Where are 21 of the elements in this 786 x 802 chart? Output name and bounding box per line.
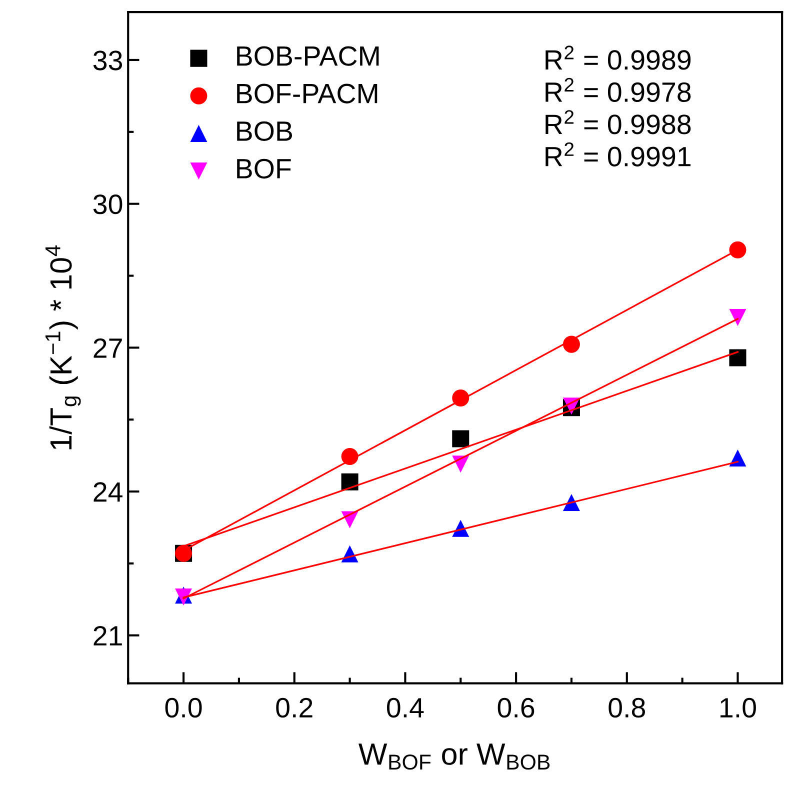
x-tick-label: 0.8	[608, 698, 645, 718]
legend-label: BOB	[237, 121, 292, 142]
annotation: R$^{2}$ = 0.9978	[546, 78, 691, 102]
annotation: R$^{2}$ = 0.9988	[546, 110, 691, 134]
x-tick-label: 0.4	[386, 698, 424, 718]
y-tick-label: 24	[94, 482, 122, 502]
legend-label: BOF	[237, 158, 291, 179]
legend-label: BOB-PACM	[237, 46, 379, 66]
y-tick-label: 30	[93, 194, 122, 214]
y-tick-label: 21	[94, 626, 122, 646]
x-tick-label: 1.0	[720, 698, 756, 718]
x-tick-label: 0.0	[165, 698, 202, 718]
x-axis-title: W$_{BOF}$ or W$_{BOB}$	[358, 744, 550, 770]
y-tick-label: 27	[94, 338, 122, 358]
legend-label: BOF-PACM	[237, 84, 378, 104]
y-axis-title: 1/T$_{g}$ (K$^{−1}$) * 10$^{4}$	[46, 245, 81, 450]
x-tick-label: 0.6	[498, 698, 534, 718]
x-tick-label: 0.2	[276, 698, 312, 718]
y-tick-label: 33	[93, 50, 122, 70]
annotation: R$^{2}$ = 0.9991	[546, 142, 691, 166]
annotation: R$^{2}$ = 0.9989	[546, 46, 691, 70]
